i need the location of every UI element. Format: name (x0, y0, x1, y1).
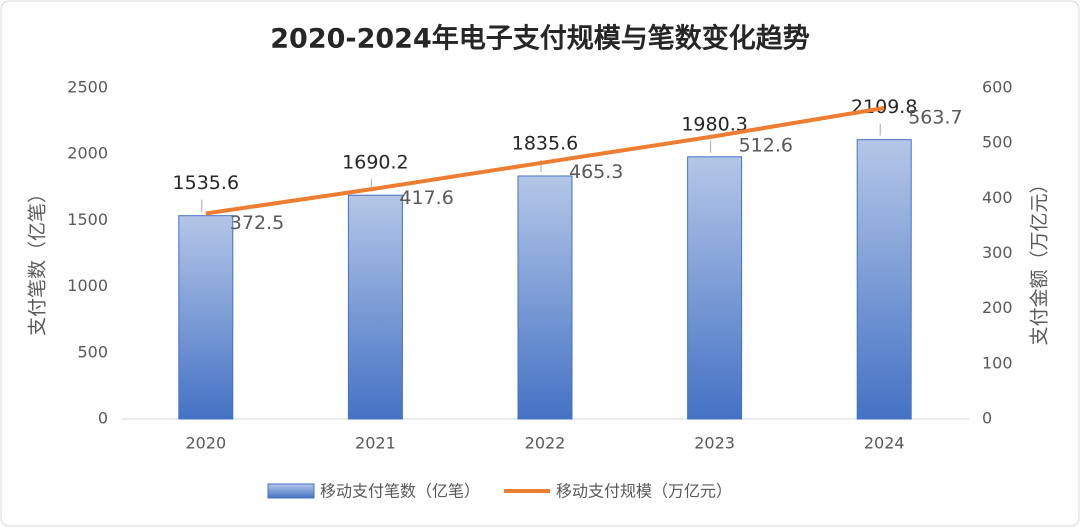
x-tick-label: 2020 (185, 434, 226, 453)
y-tick-label: 500 (77, 342, 108, 361)
y-tick-label: 1500 (67, 210, 108, 229)
x-tick-label: 2021 (355, 434, 396, 453)
line-value-label: 563.7 (908, 107, 962, 129)
line-value-label: 417.6 (399, 187, 453, 209)
y2-tick-label: 400 (982, 188, 1013, 207)
bar (517, 175, 573, 420)
bar-value-label: 1535.6 (173, 172, 239, 194)
y2-tick-label: 500 (982, 133, 1013, 152)
bar (687, 156, 743, 420)
y2-tick-label: 300 (982, 243, 1013, 262)
y-tick-label: 1000 (67, 276, 108, 295)
line-value-label: 465.3 (569, 161, 623, 183)
x-tick-label: 2023 (694, 434, 735, 453)
line (205, 106, 885, 216)
x-tick-label: 2022 (525, 434, 566, 453)
bar (178, 215, 234, 420)
y2-tick-label: 100 (982, 353, 1013, 372)
bar-value-label: 1690.2 (342, 152, 408, 174)
legend-label: 移动支付笔数（亿笔） (320, 482, 480, 501)
y-axis-title: 支付笔数（亿笔） (27, 184, 49, 336)
bar-value-label: 1835.6 (512, 132, 578, 154)
legend-swatch (267, 483, 315, 499)
y-tick-label: 2000 (67, 144, 108, 163)
line-value-label: 372.5 (230, 212, 284, 234)
y2-tick-label: 600 (982, 78, 1013, 97)
bar (347, 194, 403, 420)
y2-axis-title: 支付金额（万亿元） (1029, 174, 1051, 345)
y-tick-label: 2500 (67, 78, 108, 97)
bar (856, 139, 912, 420)
y2-tick-label: 200 (982, 298, 1013, 317)
legend-label: 移动支付规模（万亿元） (556, 482, 732, 501)
y2-tick-label: 0 (982, 409, 992, 428)
y-tick-label: 0 (98, 409, 108, 428)
x-tick-label: 2024 (864, 434, 905, 453)
line-value-label: 512.6 (739, 135, 793, 157)
bar-value-label: 1980.3 (681, 113, 747, 135)
chart-title: 2020-2024年电子支付规模与笔数变化趋势 (270, 23, 810, 55)
